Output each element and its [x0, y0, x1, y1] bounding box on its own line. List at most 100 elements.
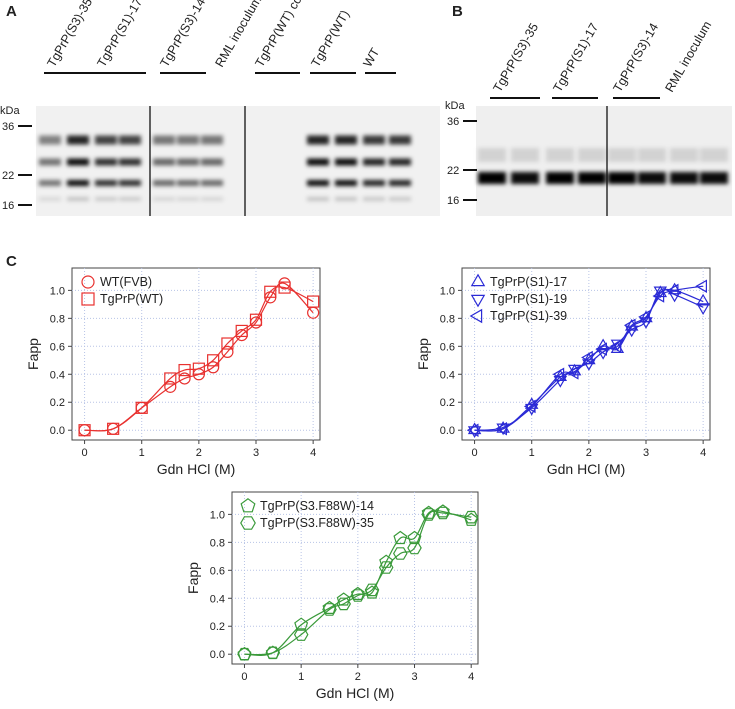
fit-line: [244, 510, 472, 656]
band: [511, 172, 539, 184]
marker: [107, 422, 120, 435]
band: [95, 197, 117, 201]
marker: [523, 399, 536, 414]
legend-marker: [470, 273, 486, 287]
x-axis-title: Gdn HCl (M): [157, 461, 236, 477]
kda-marker: 22: [447, 165, 459, 177]
y-tick-label: 0.0: [210, 649, 225, 661]
band: [638, 148, 666, 162]
marker: [322, 600, 337, 615]
marker: [463, 510, 479, 524]
marker: [638, 310, 650, 324]
marker: [278, 281, 291, 294]
marker: [249, 313, 263, 326]
marker: [393, 530, 408, 545]
marker: [221, 337, 234, 350]
marker: [435, 504, 450, 518]
marker: [135, 401, 148, 414]
marker: [364, 585, 380, 599]
marker: [265, 646, 281, 660]
band: [177, 135, 199, 145]
marker: [435, 506, 451, 520]
fit-line: [244, 509, 472, 656]
band: [307, 135, 329, 145]
y-tick-label: 0.2: [210, 621, 225, 633]
x-tick-label: 0: [241, 671, 247, 683]
band: [389, 135, 411, 145]
band: [177, 180, 199, 186]
marker: [566, 366, 579, 380]
marker: [336, 597, 351, 611]
y-tick-label: 0.8: [210, 537, 225, 549]
lane-label: TgPrP(WT) control: [252, 0, 316, 69]
x-tick-label: 3: [643, 447, 649, 459]
marker: [336, 592, 351, 606]
y-tick-label: 0.4: [50, 369, 65, 381]
band: [363, 180, 385, 186]
marker: [421, 508, 436, 521]
kda-label: kDa: [445, 100, 465, 112]
band: [608, 172, 636, 184]
band: [201, 180, 223, 186]
band: [389, 158, 411, 166]
band: [670, 172, 698, 184]
marker: [582, 359, 596, 371]
band: [67, 197, 89, 201]
band: [39, 197, 61, 201]
band: [670, 148, 698, 162]
plot-frame: [461, 267, 711, 441]
marker: [207, 354, 220, 367]
band: [119, 180, 141, 186]
band: [153, 180, 175, 186]
panel-label: C: [6, 253, 17, 270]
marker: [464, 512, 479, 526]
marker: [407, 541, 422, 555]
band: [153, 158, 175, 166]
lane-label: TgPrP(S3)-35: [490, 21, 541, 95]
band: [478, 148, 506, 162]
x-tick-label: 0: [472, 447, 478, 459]
kda-label: kDa: [0, 105, 20, 117]
band: [307, 158, 329, 166]
band: [578, 172, 606, 184]
y-tick-label: 1.0: [50, 285, 65, 297]
marker: [221, 345, 234, 359]
x-tick-label: 2: [196, 447, 202, 459]
marker: [378, 561, 394, 574]
legend-marker: [470, 294, 486, 308]
panel-label: B: [452, 3, 463, 20]
legend-label: TgPrP(S3.F88W)-14: [260, 499, 374, 513]
band: [95, 135, 117, 145]
band: [119, 135, 141, 145]
band: [67, 180, 89, 186]
band: [39, 158, 61, 166]
marker: [307, 295, 320, 308]
kda-marker: 22: [2, 170, 14, 182]
blot-bands: [39, 135, 728, 201]
band: [201, 197, 223, 201]
band: [700, 172, 728, 184]
x-tick-label: 1: [529, 447, 535, 459]
y-tick-label: 0.2: [440, 397, 455, 409]
legend-marker: [81, 275, 95, 289]
y-tick-label: 1.0: [440, 285, 455, 297]
band: [177, 197, 199, 201]
marker: [78, 424, 91, 437]
band: [546, 172, 574, 184]
lane-label: TgPrP(S1)-17: [550, 21, 601, 95]
y-tick-label: 0.8: [440, 313, 455, 325]
fit-line: [474, 288, 704, 431]
marker: [552, 367, 565, 382]
legend-label: TgPrP(S1)-17: [490, 275, 567, 289]
x-tick-label: 4: [700, 447, 706, 459]
band: [67, 158, 89, 166]
kda-marker: 36: [2, 121, 14, 133]
x-axis-title: Gdn HCl (M): [547, 461, 626, 477]
x-tick-label: 4: [310, 447, 316, 459]
y-tick-label: 0.6: [210, 565, 225, 577]
marker: [652, 289, 665, 303]
band: [119, 197, 141, 201]
y-tick-label: 0.0: [440, 425, 455, 437]
band: [363, 158, 385, 166]
